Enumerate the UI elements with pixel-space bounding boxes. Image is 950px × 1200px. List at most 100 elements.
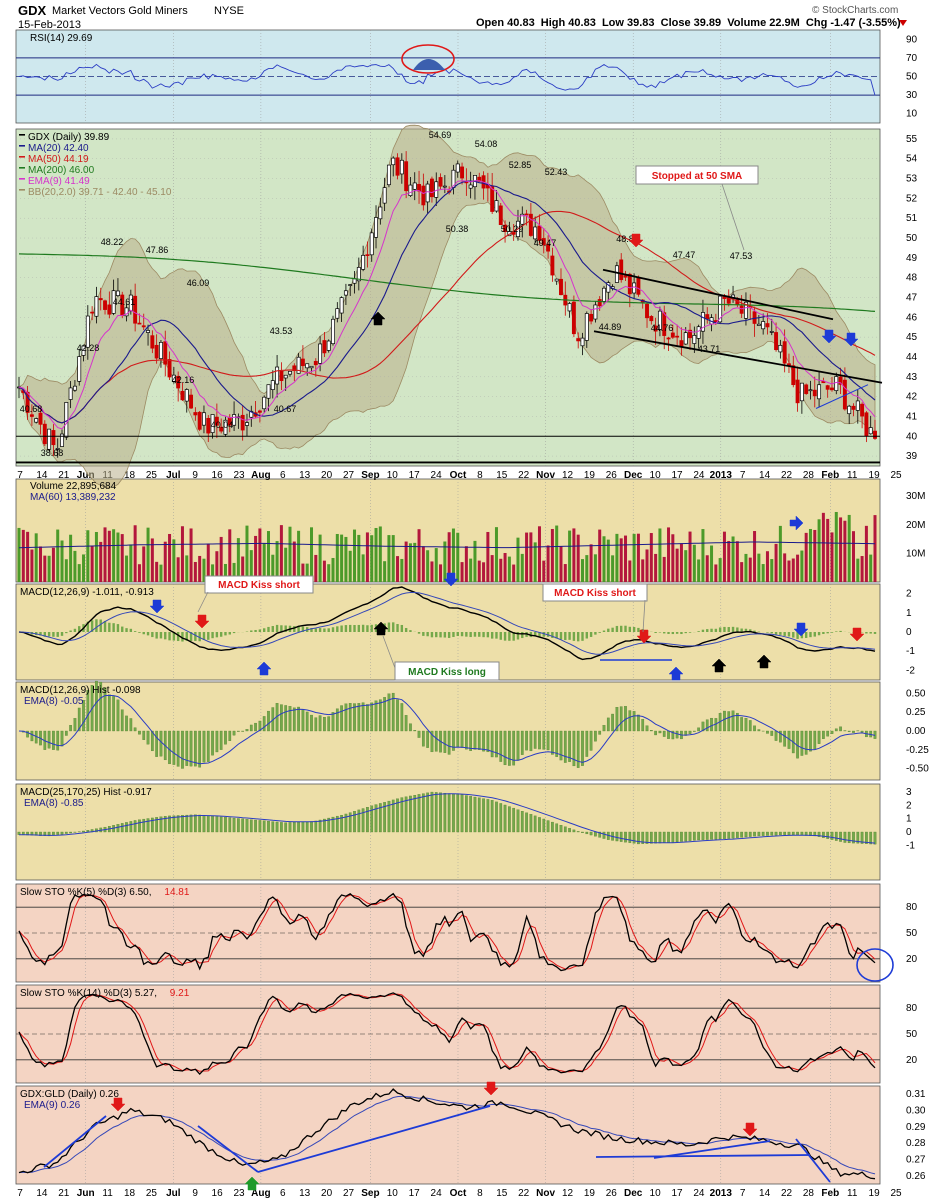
candle — [580, 337, 585, 347]
hist-bar — [417, 794, 421, 833]
hist-bar — [563, 730, 567, 763]
hist-bar — [73, 718, 77, 732]
candle — [438, 177, 443, 187]
macd-hist-bar — [813, 632, 816, 637]
macd-hist-bar — [112, 623, 115, 632]
hist-bar — [409, 723, 412, 732]
hist-bar — [335, 708, 339, 732]
hist-bar — [452, 793, 455, 833]
macd-signal-arrow — [711, 658, 727, 673]
hist-bar — [542, 730, 546, 750]
candle — [81, 345, 86, 356]
ratio-trend-line — [653, 1140, 771, 1159]
volume-y-tick: 10M — [906, 548, 925, 559]
hist-bar — [310, 821, 313, 833]
volume-bar — [473, 540, 477, 582]
macd-hist-bar — [400, 624, 404, 632]
macd-hist-bar — [538, 632, 541, 637]
macd-hist-bar — [495, 632, 498, 639]
sto-k-line — [18, 992, 876, 1076]
price-point-label: 40.67 — [274, 404, 297, 414]
macd-hist-bar — [357, 624, 361, 632]
callout-pointer — [382, 635, 396, 669]
hist-bar — [258, 720, 262, 732]
macd-hist-bar — [740, 628, 743, 632]
macd-hist-bar — [667, 632, 670, 634]
ema9-line — [18, 180, 876, 430]
macd-hist-bar — [822, 632, 825, 634]
macd-hist-bar — [176, 632, 180, 642]
macd-hist-bar — [723, 626, 726, 632]
macd-signal-arrow — [756, 654, 772, 669]
x-tick-label: 12 — [562, 470, 574, 481]
hist-bar — [241, 730, 245, 732]
volume-bar — [314, 554, 318, 582]
macd-hist-bar — [181, 632, 184, 642]
macd-hist-bar — [258, 629, 262, 632]
macd-title: MACD(12,26,9) -1.011, -0.913 — [20, 587, 154, 598]
hist-bar — [602, 725, 606, 732]
volume-title: Volume 22,895,684 — [30, 481, 117, 492]
hist-bar — [353, 703, 356, 732]
legend-swatch — [19, 134, 25, 136]
callout-macd-kiss-short: MACD Kiss short — [218, 580, 300, 591]
hist-bar — [202, 815, 206, 833]
candle — [533, 226, 538, 240]
x-tick-label: 2013 — [710, 470, 733, 481]
candle — [219, 426, 224, 432]
hist-bar — [374, 700, 378, 732]
hist-bar — [606, 717, 610, 732]
hist-ema-line — [19, 793, 876, 844]
volume-bar — [563, 564, 567, 582]
volume-bar — [86, 530, 90, 582]
macd-signal-arrow — [443, 572, 459, 587]
x-tick-label: 28 — [803, 470, 815, 481]
rsi-y-tick: 30 — [906, 90, 918, 101]
price-legend-item: MA(200) 46.00 — [28, 165, 95, 176]
hist-bar — [860, 831, 864, 844]
macd-hist-bar — [280, 625, 283, 632]
volume-bar — [348, 550, 352, 582]
volume-bar — [391, 535, 395, 582]
candle — [593, 304, 598, 320]
hist-bar — [146, 818, 150, 833]
hist-bar — [77, 707, 81, 732]
x-tick-label: 14 — [36, 470, 48, 481]
hist-bar — [783, 831, 787, 835]
hist-bar — [774, 831, 778, 836]
x-tick-label: 22 — [781, 1188, 793, 1199]
candle — [309, 365, 314, 369]
volume-bar — [791, 558, 795, 582]
volume-bar — [860, 556, 864, 582]
macd-hist-bar — [620, 625, 623, 632]
candle — [739, 305, 744, 314]
macd-hist-bar — [585, 632, 588, 639]
hist-bar — [280, 704, 283, 732]
hist-bar — [344, 703, 348, 732]
volume-bar — [589, 544, 593, 582]
x-tick-label: 14 — [36, 1188, 48, 1199]
macd-hist-bar — [207, 632, 210, 640]
volume-bar — [318, 534, 322, 582]
macd-hist-bar — [331, 627, 335, 632]
macd-hist-bar — [65, 632, 68, 634]
candle — [705, 314, 710, 320]
volume-ma-label: MA(60) 13,389,232 — [30, 492, 116, 503]
x-tick-label: 27 — [343, 1188, 355, 1199]
oversold-circle — [856, 948, 894, 982]
rsi-title: RSI(14) 29.69 — [30, 33, 93, 44]
macd-hist-bar — [671, 632, 675, 635]
x-tick-label: 23 — [233, 1188, 245, 1199]
candle — [700, 312, 705, 332]
candle — [42, 423, 47, 445]
ratio-signal-arrow — [244, 1176, 260, 1191]
volume-bar — [331, 557, 335, 582]
x-tick-label: 19 — [869, 1188, 881, 1199]
volume-bar — [21, 529, 25, 582]
x-tick-label: 16 — [212, 1188, 224, 1199]
hist-bar — [413, 795, 417, 833]
volume-bar — [804, 532, 808, 582]
hist-bar — [340, 705, 343, 732]
candle — [873, 430, 877, 439]
candle — [335, 308, 340, 319]
